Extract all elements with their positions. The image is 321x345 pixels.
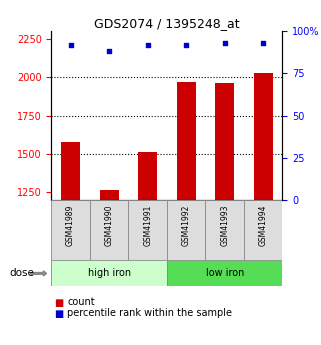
Text: percentile rank within the sample: percentile rank within the sample — [67, 308, 232, 318]
Bar — [61, 142, 80, 200]
Point — [68, 42, 73, 47]
Bar — [254, 72, 273, 200]
Bar — [244, 200, 282, 260]
Bar — [100, 190, 119, 200]
Text: GSM41990: GSM41990 — [105, 205, 114, 246]
Text: count: count — [67, 297, 95, 307]
Point — [261, 40, 266, 46]
Bar — [215, 83, 234, 200]
Bar — [128, 200, 167, 260]
Text: ■: ■ — [55, 309, 64, 319]
Bar — [51, 260, 167, 286]
Text: dose: dose — [10, 268, 34, 278]
Point — [184, 42, 189, 47]
Bar — [167, 200, 205, 260]
Text: GSM41992: GSM41992 — [182, 205, 191, 246]
Bar — [205, 200, 244, 260]
Text: GSM41989: GSM41989 — [66, 205, 75, 246]
Text: ■: ■ — [55, 298, 64, 308]
Text: GSM41994: GSM41994 — [259, 205, 268, 246]
Bar — [177, 82, 196, 200]
Bar — [138, 152, 157, 200]
Point — [222, 40, 227, 46]
Bar — [167, 260, 282, 286]
Bar — [51, 200, 90, 260]
Text: GSM41993: GSM41993 — [220, 205, 229, 246]
Point — [145, 42, 150, 47]
Text: low iron: low iron — [205, 268, 244, 278]
Title: GDS2074 / 1395248_at: GDS2074 / 1395248_at — [94, 17, 240, 30]
Point — [107, 49, 112, 54]
Text: GSM41991: GSM41991 — [143, 205, 152, 246]
Text: high iron: high iron — [88, 268, 131, 278]
Bar — [90, 200, 128, 260]
